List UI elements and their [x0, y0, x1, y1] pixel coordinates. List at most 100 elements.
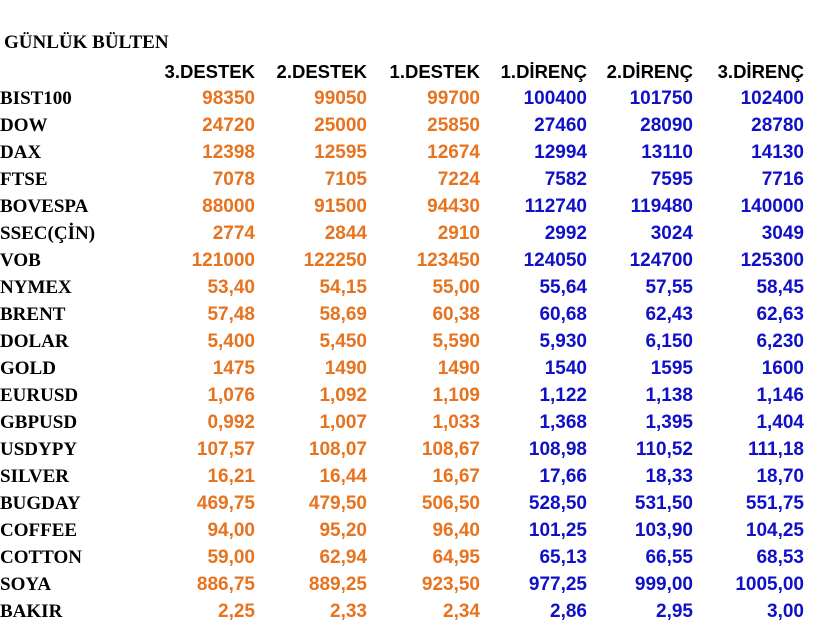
- resistance-1-value: 17,66: [539, 466, 587, 487]
- resistance-1-value: 5,930: [539, 331, 587, 352]
- support-2-value: 95,20: [319, 520, 367, 541]
- resistance-2-value: 531,50: [634, 493, 693, 514]
- instrument-name: COFFEE: [0, 520, 78, 541]
- support-2-value: 2844: [324, 223, 367, 244]
- resistance-2-value: 57,55: [645, 277, 693, 298]
- support-1-value: 2910: [437, 223, 480, 244]
- support-3-value: 98350: [202, 88, 255, 109]
- support-1-value: 506,50: [421, 493, 480, 514]
- support-1-value: 60,38: [432, 304, 480, 325]
- table-row: VOB 121000 122250 123450 124050 124700 125300: [0, 247, 804, 274]
- resistance-2-value: 999,00: [634, 574, 693, 595]
- support-3-value: 16,21: [207, 466, 255, 487]
- instrument-name: DAX: [0, 142, 42, 163]
- resistance-3-value: 28780: [751, 115, 804, 136]
- column-header-resistance-3: 3.DİRENÇ: [717, 61, 804, 82]
- resistance-2-value: 124700: [629, 250, 693, 271]
- resistance-2-value: 18,33: [645, 466, 693, 487]
- table-row: BRENT 57,48 58,69 60,38 60,68 62,43 62,63: [0, 301, 804, 328]
- resistance-1-value: 101,25: [528, 520, 587, 541]
- resistance-1-value: 1,368: [539, 412, 587, 433]
- support-1-value: 1490: [437, 358, 480, 379]
- resistance-1-value: 977,25: [528, 574, 587, 595]
- resistance-3-value: 7716: [761, 169, 804, 190]
- instrument-name: DOLAR: [0, 331, 69, 352]
- header-row: 3.DESTEK 2.DESTEK 1.DESTEK 1.DİRENÇ 2.Dİ…: [0, 58, 804, 85]
- support-1-value: 12674: [427, 142, 480, 163]
- resistance-2-value: 1595: [650, 358, 693, 379]
- support-1-value: 108,67: [421, 439, 480, 460]
- resistance-1-value: 27460: [534, 115, 587, 136]
- support-3-value: 88000: [202, 196, 255, 217]
- support-1-value: 1,109: [432, 385, 480, 406]
- support-3-value: 469,75: [196, 493, 255, 514]
- support-2-value: 25000: [314, 115, 367, 136]
- resistance-2-value: 13110: [641, 142, 693, 163]
- instrument-name: USDYPY: [0, 439, 78, 460]
- resistance-3-value: 1,404: [756, 412, 804, 433]
- resistance-1-value: 124050: [523, 250, 587, 271]
- support-1-value: 96,40: [432, 520, 480, 541]
- resistance-1-value: 100400: [523, 88, 587, 109]
- support-2-value: 1,007: [319, 412, 367, 433]
- instrument-name: SSEC(ÇİN): [0, 223, 96, 244]
- support-2-value: 62,94: [319, 547, 367, 568]
- resistance-3-value: 125300: [740, 250, 804, 271]
- resistance-2-value: 28090: [640, 115, 693, 136]
- resistance-3-value: 551,75: [745, 493, 804, 514]
- resistance-1-value: 12994: [534, 142, 587, 163]
- bulletin-table: 3.DESTEK 2.DESTEK 1.DESTEK 1.DİRENÇ 2.Dİ…: [0, 58, 804, 625]
- support-3-value: 24720: [202, 115, 255, 136]
- resistance-3-value: 18,70: [756, 466, 804, 487]
- resistance-1-value: 60,68: [539, 304, 587, 325]
- support-1-value: 2,34: [443, 601, 480, 622]
- support-2-value: 122250: [303, 250, 367, 271]
- table-row: BOVESPA 88000 91500 94430 112740 119480 140000: [0, 193, 804, 220]
- instrument-name: GOLD: [0, 358, 56, 379]
- resistance-3-value: 3049: [761, 223, 804, 244]
- instrument-name: BRENT: [0, 304, 66, 325]
- table-row: NYMEX 53,40 54,15 55,00 55,64 57,55 58,45: [0, 274, 804, 301]
- instrument-name: COTTON: [0, 547, 83, 568]
- resistance-2-value: 101750: [629, 88, 693, 109]
- support-2-value: 479,50: [308, 493, 367, 514]
- resistance-3-value: 3,00: [767, 601, 804, 622]
- support-3-value: 0,992: [207, 412, 255, 433]
- column-header-support-3: 3.DESTEK: [164, 61, 255, 82]
- resistance-2-value: 66,55: [645, 547, 693, 568]
- resistance-1-value: 2992: [544, 223, 587, 244]
- resistance-1-value: 1,122: [539, 385, 587, 406]
- support-2-value: 2,33: [330, 601, 367, 622]
- support-3-value: 107,57: [196, 439, 255, 460]
- instrument-name: NYMEX: [0, 277, 72, 298]
- resistance-3-value: 68,53: [756, 547, 804, 568]
- table-row: SILVER 16,21 16,44 16,67 17,66 18,33 18,70: [0, 463, 804, 490]
- table-row: SOYA 886,75 889,25 923,50 977,25 999,00 1005,0…: [0, 571, 804, 598]
- table-row: SSEC(ÇİN) 2774 2844 2910 2992 3024 3049: [0, 220, 804, 247]
- table-row: DOW 24720 25000 25850 27460 28090 28780: [0, 112, 804, 139]
- resistance-1-value: 55,64: [539, 277, 587, 298]
- instrument-name: FTSE: [0, 169, 48, 190]
- table-row: BIST100 98350 99050 99700 100400 101750 102400: [0, 85, 804, 112]
- resistance-2-value: 103,90: [634, 520, 693, 541]
- corner-cell: [0, 58, 142, 85]
- resistance-1-value: 112740: [524, 196, 587, 217]
- table-row: BUGDAY 469,75 479,50 506,50 528,50 531,50 551,…: [0, 490, 804, 517]
- resistance-2-value: 2,95: [656, 601, 693, 622]
- resistance-1-value: 1540: [544, 358, 587, 379]
- support-2-value: 1,092: [319, 385, 367, 406]
- support-1-value: 94430: [427, 196, 480, 217]
- instrument-name: BUGDAY: [0, 493, 81, 514]
- instrument-name: SILVER: [0, 466, 70, 487]
- instrument-name: VOB: [0, 250, 41, 271]
- resistance-1-value: 65,13: [539, 547, 587, 568]
- resistance-2-value: 110,52: [635, 439, 693, 460]
- support-3-value: 2774: [212, 223, 255, 244]
- resistance-2-value: 3024: [650, 223, 693, 244]
- support-3-value: 94,00: [207, 520, 255, 541]
- support-1-value: 5,590: [432, 331, 480, 352]
- resistance-3-value: 14130: [751, 142, 804, 163]
- resistance-3-value: 1005,00: [735, 574, 804, 595]
- table-row: COTTON 59,00 62,94 64,95 65,13 66,55 68,53: [0, 544, 804, 571]
- support-2-value: 5,450: [319, 331, 367, 352]
